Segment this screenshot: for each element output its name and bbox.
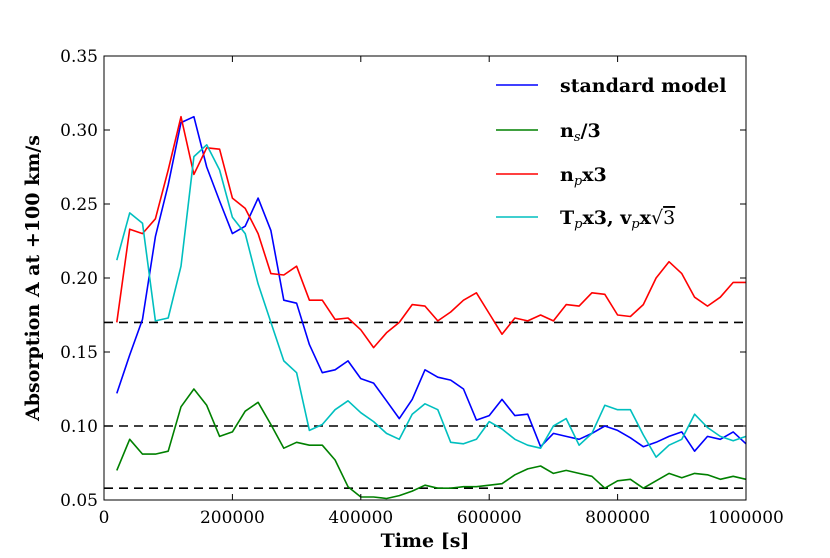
series-line-1	[116, 388, 747, 500]
y-tick-label: 0.30	[60, 121, 98, 141]
tick-labels: 0 200000 400000 600000 800000 1000000 0.05 0.10…	[60, 47, 784, 528]
legend-label-npx3: npx3	[560, 164, 607, 189]
legend-label-tpx3: Tpx3, vpx√3	[560, 207, 675, 232]
y-axis-label: Absorption A at +100 km/s	[22, 135, 44, 422]
x-tick-label: 1000000	[708, 508, 784, 528]
legend-label-ns3: ns/3	[560, 120, 601, 145]
x-axis-label: Time [s]	[381, 530, 470, 552]
plot-frame	[103, 55, 747, 501]
series-line-3	[116, 144, 747, 458]
legend: standard model ns/3 npx3 Tpx3, vpx√3	[496, 75, 726, 232]
x-tick-label: 0	[99, 508, 110, 528]
y-tick-label: 0.10	[60, 417, 98, 437]
axis-ticks	[103, 55, 747, 501]
x-tick-label: 800000	[585, 508, 650, 528]
x-tick-label: 200000	[200, 508, 265, 528]
y-tick-label: 0.25	[60, 195, 98, 215]
y-tick-label: 0.20	[60, 269, 98, 289]
y-tick-label: 0.35	[60, 47, 98, 67]
series-lines	[116, 115, 747, 500]
series-line-2	[116, 115, 746, 349]
x-tick-label: 600000	[457, 508, 522, 528]
legend-label-standard-model: standard model	[560, 75, 726, 97]
series-line-0	[116, 115, 747, 453]
reference-lines	[104, 321, 746, 489]
y-tick-label: 0.15	[60, 343, 98, 363]
y-tick-label: 0.05	[60, 491, 98, 511]
x-tick-label: 400000	[328, 508, 393, 528]
